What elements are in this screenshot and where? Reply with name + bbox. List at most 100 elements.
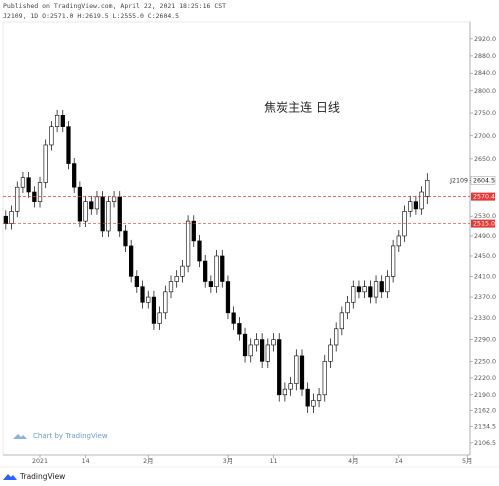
candle-body [185,220,191,267]
candle-body [396,235,401,247]
candle-body [237,323,242,335]
candle-body [351,286,356,303]
y-tick-label: 2190.0 [474,392,496,399]
candle-body [72,163,77,188]
candle-body [66,126,71,164]
y-tick-label: 2410.0 [474,273,496,280]
candle-body [43,144,48,183]
last-price-tag [470,176,496,185]
candle-body [425,180,430,197]
x-tick-label: 3月 [223,457,233,465]
candle-body [311,400,316,407]
candle-body [390,245,396,277]
candle-body [339,312,344,330]
candle-body [129,245,134,277]
watermark-logo [13,434,27,439]
candle-body [373,281,379,298]
y-tick-label: 2750.0 [474,110,496,117]
candle-body [163,291,168,314]
candle-body [345,301,350,314]
price-line-tag [471,192,495,201]
candle-body [37,182,43,202]
candle-body [271,339,276,346]
candle-body [123,230,128,247]
candle-body [180,265,185,277]
x-tick-label: 4月 [348,457,358,465]
price-line-label: 2515.0 [473,221,495,228]
candle-body [214,255,219,287]
y-tick-label: 2162.0 [474,408,496,415]
candle-body [277,339,282,396]
candle-body [334,328,339,346]
candle-body [419,191,424,210]
y-tick-label: 2370.0 [474,294,496,301]
candle-body [294,355,299,384]
candle-body [100,196,105,232]
watermark-text: Chart by TradingView [33,432,108,440]
candle-body [151,296,157,324]
candle-body [385,276,390,293]
candle-body [316,394,322,401]
x-tick-label: 14 [395,458,403,465]
candle-body [77,186,83,222]
candle-body [220,255,225,282]
y-tick-label: 2650.0 [474,156,496,163]
y-tick-label: 2490.0 [474,233,496,240]
candle-body [168,281,174,293]
y-tick-label: 2920.0 [474,36,496,43]
candle-body [15,186,20,212]
candle-body [322,361,327,396]
x-tick-label: 5月 [462,457,472,465]
candle-body [260,339,265,362]
candle-body [54,115,60,127]
candle-body [83,201,88,222]
y-tick-label: 2880.0 [474,53,496,60]
candle-body [60,115,65,127]
y-tick-label: 2134.5 [474,424,496,431]
y-tick-label: 2840.0 [474,70,496,77]
watermark: Chart by TradingView [13,432,108,440]
footer-brand[interactable]: TradingView [19,472,65,481]
candle-body [368,286,373,298]
y-tick-label: 2530.0 [474,213,496,220]
price-line-label: 2570.4 [473,194,495,201]
candle-body [117,196,122,232]
chart-title: 焦炭主连 日线 [264,100,340,115]
y-tick-label: 2330.0 [474,315,496,322]
y-tick-label: 2106.5 [474,440,496,447]
candle-body [254,339,259,346]
candle-body [111,196,117,202]
candle-body [362,286,367,293]
symbol-label: J2109 [449,177,468,184]
candle-body [282,388,288,396]
candle-body [106,201,111,232]
candle-body [203,260,208,282]
candle-body [231,312,236,324]
candle-body [20,177,26,188]
candle-body [94,196,100,210]
x-tick-label: 2月 [143,457,153,465]
x-tick-label: 14 [82,458,90,465]
candle-body [328,344,333,362]
y-tick-label: 2700.0 [474,133,496,140]
candle-body [356,286,362,293]
candle-body [305,388,310,407]
candle-body [242,333,248,357]
candle-body [288,383,293,390]
candle-body [49,126,54,146]
candle-body [413,201,419,210]
y-tick-label: 2450.0 [474,253,496,260]
candle-body [174,276,179,282]
candle-body [299,355,305,390]
last-price-label: 2604.5 [473,177,495,184]
ohlc-line: J2109, 1D O:2571.0 H:2619.5 L:2555.0 C:2… [3,12,179,20]
candle-body [3,215,8,224]
y-tick-label: 2290.0 [474,337,496,344]
y-tick-label: 2800.0 [474,88,496,95]
candle-body [191,220,196,242]
candle-body [89,201,94,210]
published-line: Published on TradingView.com, April 22, … [3,2,226,10]
y-tick-label: 2220.0 [474,375,496,382]
candle-body [197,240,202,262]
